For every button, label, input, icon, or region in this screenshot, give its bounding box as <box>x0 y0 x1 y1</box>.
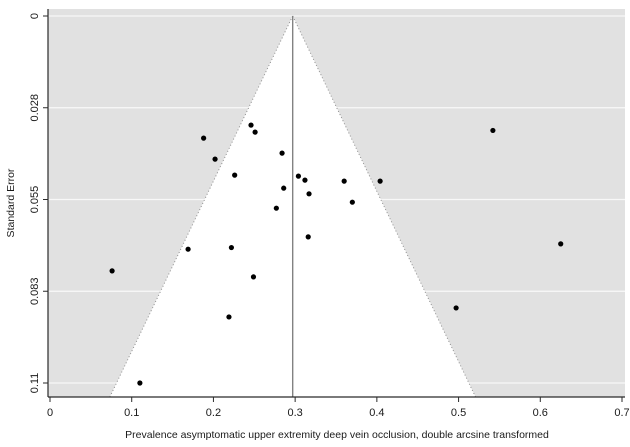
plot-layers: 0 0.028 0.055 0.083 0.11 0 0.1 0.2 0.3 0.4 0.5 0.6 0… <box>29 9 630 419</box>
x-tick-label: 0.7 <box>614 407 629 419</box>
data-point <box>295 173 302 179</box>
data-point <box>273 205 279 211</box>
data-point <box>201 135 207 141</box>
funnel-left-edge <box>109 15 294 398</box>
data-point <box>306 191 312 197</box>
x-tick-label: 0 <box>47 407 53 419</box>
data-point <box>453 305 459 311</box>
y-tick-label: 0.028 <box>29 94 41 122</box>
data-point <box>228 244 235 251</box>
y-axis-label: Standard Error <box>5 168 17 237</box>
y-tick-label: 0.11 <box>29 373 41 394</box>
data-point <box>305 234 311 240</box>
funnel-right-edge <box>292 15 477 398</box>
data-point <box>558 241 564 247</box>
data-point <box>185 246 191 252</box>
data-point <box>377 178 383 184</box>
data-point <box>250 274 257 280</box>
x-tick-label: 0.5 <box>451 407 466 419</box>
data-point <box>212 156 218 162</box>
x-tick-label: 0.4 <box>369 407 384 419</box>
data-point <box>137 380 143 386</box>
data-point <box>302 177 308 183</box>
data-point <box>341 178 347 184</box>
data-point <box>248 122 254 128</box>
data-point <box>252 129 258 135</box>
data-point <box>226 314 232 320</box>
data-point <box>279 150 285 156</box>
y-tick-label: 0.055 <box>29 186 41 214</box>
x-axis-label: Prevalence asymptomatic upper extremity … <box>125 429 549 441</box>
x-tick-label: 0.1 <box>124 407 139 419</box>
x-tick-label: 0.6 <box>533 407 548 419</box>
data-point <box>109 268 115 274</box>
data-point <box>281 185 287 191</box>
x-tick-label: 0.3 <box>287 407 302 419</box>
data-point <box>349 199 355 205</box>
y-tick-label: 0.083 <box>29 277 41 305</box>
data-point <box>232 172 238 178</box>
data-point <box>490 127 496 134</box>
x-tick-label: 0.2 <box>206 407 221 419</box>
y-tick-label: 0 <box>29 13 41 19</box>
